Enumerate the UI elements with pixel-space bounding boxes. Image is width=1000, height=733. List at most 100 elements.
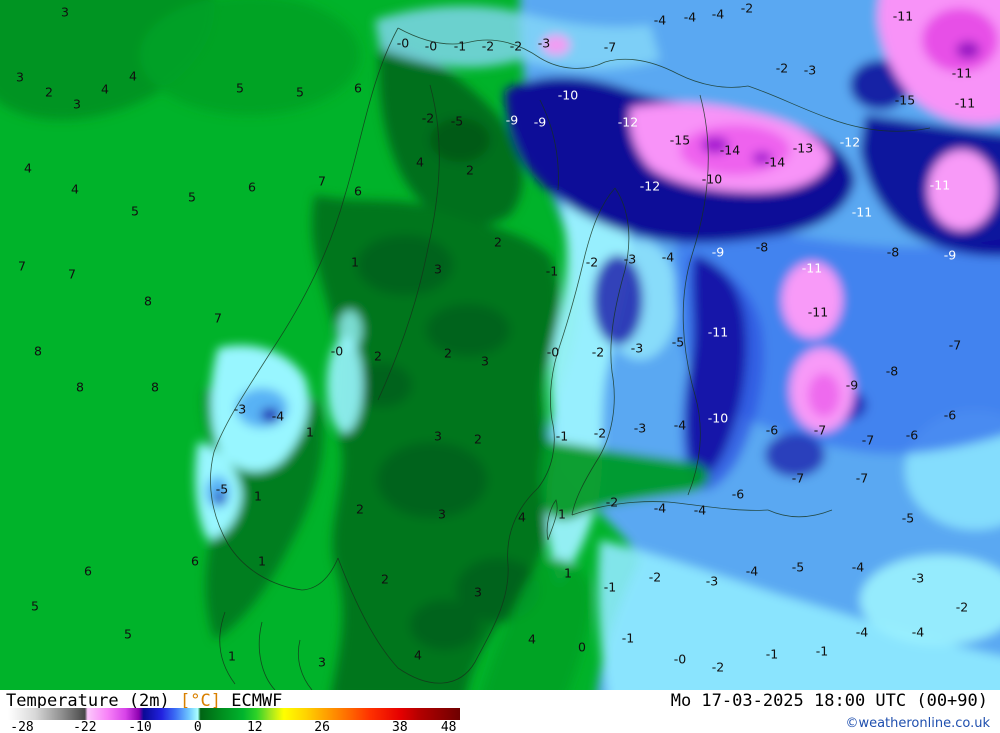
- temp-value-label: -5: [215, 481, 229, 497]
- temp-value-label: -9: [845, 377, 859, 393]
- temp-value-label: 2: [356, 501, 364, 517]
- legend-tick: 48: [440, 720, 457, 733]
- temp-value-label: -6: [731, 486, 745, 502]
- temp-value-label: 4: [101, 81, 109, 97]
- temp-value-label: 2: [466, 162, 474, 178]
- temp-value-label: -4: [851, 559, 865, 575]
- temp-value-label: -0: [424, 38, 438, 54]
- temp-value-label: 1: [254, 488, 262, 504]
- temp-value-label: 6: [84, 563, 92, 579]
- temp-value-label: -2: [591, 344, 605, 360]
- temp-value-label: -2: [740, 0, 754, 16]
- temp-value-label: -11: [892, 8, 914, 24]
- temp-value-label: -1: [545, 263, 559, 279]
- temp-value-label: -9: [943, 247, 957, 263]
- temp-value-label: -8: [886, 244, 900, 260]
- temperature-map: 3 -4 -4 -4 -2 -11 -0 -0 -1 -2 -2 -3 -7 -2 -3 -11 3 2 3 4 4 5 5…: [0, 0, 1000, 690]
- product-label: Temperature (2m): [6, 691, 170, 711]
- temp-value-label: -10: [557, 87, 579, 103]
- legend-tick: -28: [10, 720, 34, 733]
- temp-value-label: -7: [813, 422, 827, 438]
- coastlines: [210, 27, 931, 690]
- temp-value-label: -2: [605, 494, 619, 510]
- temp-value-label: 8: [144, 293, 152, 309]
- legend-tick: -10: [128, 720, 152, 733]
- temp-value-label: -1: [453, 38, 467, 54]
- temp-value-label: -0: [673, 651, 687, 667]
- temp-value-label: -3: [623, 251, 637, 267]
- legend-tick: 0: [193, 720, 202, 733]
- temp-value-label: -5: [901, 510, 915, 526]
- legend-tick: 26: [314, 720, 330, 733]
- legend-tick: 12: [246, 720, 263, 733]
- footer-bar: Temperature (2m) [°C] ECMWF Mo 17-03-202…: [0, 690, 1000, 733]
- temp-value-label: -12: [639, 178, 661, 194]
- temp-value-label: -4: [911, 624, 925, 640]
- temp-value-label: 6: [191, 553, 199, 569]
- temp-value-label: 8: [34, 343, 42, 359]
- temp-value-label: 8: [151, 379, 159, 395]
- temp-value-label: -15: [669, 132, 691, 148]
- temp-value-label: 5: [31, 598, 39, 614]
- temp-value-label: 4: [71, 181, 79, 197]
- temp-value-label: 3: [474, 584, 482, 600]
- temp-value-label: 2: [45, 84, 53, 100]
- temp-value-label: -2: [648, 569, 662, 585]
- temp-value-label: 7: [214, 310, 222, 326]
- temp-value-label: -0: [546, 344, 560, 360]
- temp-value-label: -13: [792, 140, 814, 156]
- temperature-field: [0, 0, 1000, 690]
- temp-value-label: -4: [855, 624, 869, 640]
- temp-value-label: 3: [481, 353, 489, 369]
- temp-value-label: 4: [129, 68, 137, 84]
- temp-value-label: -12: [839, 134, 861, 150]
- temp-value-label: 3: [434, 428, 442, 444]
- temp-value-label: -4: [693, 502, 707, 518]
- temp-value-label: 7: [18, 258, 26, 274]
- temp-value-label: -4: [271, 408, 285, 424]
- temp-value-label: 4: [518, 509, 526, 525]
- temp-value-label: -11: [954, 95, 976, 111]
- temp-value-label: 2: [374, 348, 382, 364]
- temp-value-label: 7: [68, 266, 76, 282]
- temp-value-label: 3: [61, 4, 69, 20]
- temp-value-label: -10: [707, 410, 729, 426]
- temp-value-label: 5: [236, 80, 244, 96]
- temp-value-label: -3: [705, 573, 719, 589]
- map-title: Temperature (2m) [°C] ECMWF: [6, 691, 282, 711]
- temp-value-label: -4: [745, 563, 759, 579]
- unit-label: [°C]: [180, 691, 221, 711]
- temp-value-label: -2: [421, 110, 435, 126]
- temp-value-label: 2: [494, 234, 502, 250]
- temp-value-label: -11: [807, 304, 829, 320]
- temp-value-label: 3: [73, 96, 81, 112]
- temp-value-label: 4: [528, 631, 536, 647]
- temp-value-label: -1: [621, 630, 635, 646]
- temp-value-label: -11: [707, 324, 729, 340]
- temp-value-label: -3: [911, 570, 925, 586]
- model-label: ECMWF: [231, 691, 283, 711]
- temp-value-label: -7: [948, 337, 962, 353]
- temp-value-label: -4: [683, 9, 697, 25]
- temp-value-label: 6: [354, 183, 362, 199]
- legend-tick: 38: [392, 720, 408, 733]
- temp-value-label: -6: [905, 427, 919, 443]
- temp-value-label: -4: [711, 6, 725, 22]
- temp-value-label: 5: [188, 189, 196, 205]
- copyright-link[interactable]: ©weatheronline.co.uk: [845, 716, 990, 731]
- temp-value-label: -9: [711, 244, 725, 260]
- temp-value-label: -11: [851, 204, 873, 220]
- temp-value-label: 1: [258, 553, 266, 569]
- temp-value-label: 1: [306, 424, 314, 440]
- valid-datetime: Mo 17-03-2025 18:00 UTC (00+90): [670, 691, 988, 711]
- temp-value-label: 4: [414, 647, 422, 663]
- temp-value-label: -3: [633, 420, 647, 436]
- temp-value-label: 4: [416, 154, 424, 170]
- temp-value-label: 5: [124, 626, 132, 642]
- temp-value-label: -11: [951, 65, 973, 81]
- temp-value-label: 0: [578, 639, 586, 655]
- temp-value-label: 5: [131, 203, 139, 219]
- temp-value-label: -3: [233, 401, 247, 417]
- temp-value-label: -2: [775, 60, 789, 76]
- temp-value-label: -12: [617, 114, 639, 130]
